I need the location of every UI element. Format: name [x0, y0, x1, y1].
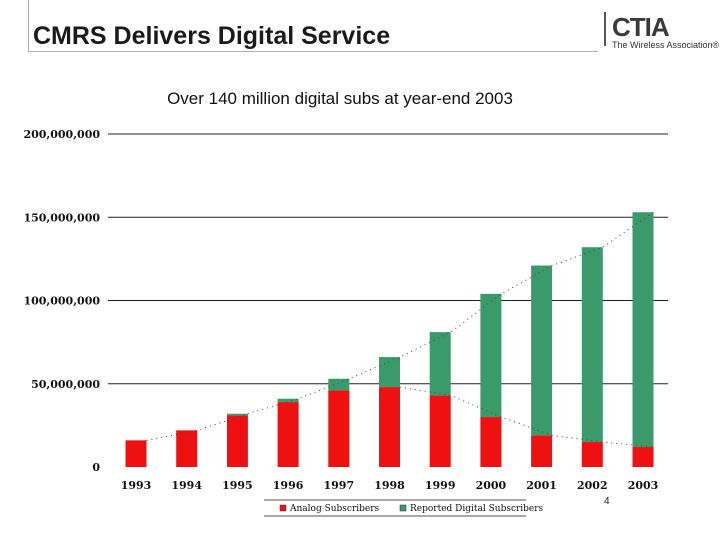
- header-rule-vertical: [28, 0, 29, 52]
- chart-subtitle-text: Over 140 million digital subs at year-en…: [167, 89, 513, 108]
- bar-digital-1997: [328, 378, 350, 391]
- x-tick-label-2001: 2001: [526, 479, 557, 492]
- bar-analog-1998: [379, 387, 400, 467]
- y-tick-label-4: 200,000,000: [23, 128, 100, 141]
- y-tick-label-0: 0: [92, 461, 100, 474]
- y-tick-label-1: 50,000,000: [31, 378, 100, 391]
- y-tick-label-2: 100,000,000: [23, 295, 100, 308]
- x-tick-label-1996: 1996: [273, 479, 304, 492]
- chart-subtitle: Over 140 million digital subs at year-en…: [0, 89, 700, 109]
- bar-digital-1995: [226, 413, 248, 416]
- bar-digital-1996: [277, 398, 299, 403]
- x-tick-label-1994: 1994: [171, 479, 202, 492]
- slide-title: CMRS Delivers Digital Service: [33, 22, 391, 50]
- bar-analog-1995: [226, 415, 248, 467]
- bar-digital-2000: [480, 293, 502, 418]
- bar-digital-2002: [581, 247, 603, 443]
- bar-digital-2003: [632, 212, 654, 448]
- bar-digital-1998: [379, 357, 400, 388]
- bar-analog-2001: [531, 435, 553, 467]
- bar-analog-2002: [581, 442, 603, 467]
- x-tick-label-2002: 2002: [577, 479, 608, 492]
- bar-analog-1993: [125, 440, 147, 467]
- bar-digital-2001: [531, 265, 553, 436]
- bar-digital-1999: [429, 332, 451, 396]
- bar-analog-2000: [480, 417, 502, 467]
- legend-label-analog: Analog Subscribers: [289, 504, 380, 514]
- x-tick-label-1998: 1998: [374, 479, 405, 492]
- logo-wordmark: CTIA: [612, 12, 670, 42]
- bar-analog-2003: [632, 447, 654, 467]
- y-tick-label-3: 150,000,000: [23, 211, 100, 224]
- legend-label-digital: Reported Digital Subscribers: [410, 504, 544, 514]
- bar-analog-1999: [429, 395, 451, 467]
- logo-bar: [604, 12, 606, 46]
- bar-analog-1996: [277, 402, 299, 467]
- legend-swatch-digital: [399, 504, 407, 512]
- legend-swatch-analog: [279, 504, 287, 512]
- x-tick-label-1995: 1995: [222, 479, 253, 492]
- analog-trend-line: [399, 386, 654, 448]
- header-rule-horizontal: [28, 51, 598, 52]
- x-tick-label-2003: 2003: [628, 479, 659, 492]
- ctia-logo: CTIA The Wireless Association®: [604, 12, 720, 52]
- x-tick-label-1999: 1999: [425, 479, 456, 492]
- x-tick-label-2000: 2000: [476, 479, 507, 492]
- bar-analog-1994: [176, 430, 198, 467]
- x-tick-label-1997: 1997: [323, 479, 354, 492]
- bar-analog-1997: [328, 390, 350, 467]
- logo-tagline: The Wireless Association®: [612, 40, 720, 50]
- page-number: 4: [604, 496, 610, 507]
- x-tick-label-1993: 1993: [121, 479, 152, 492]
